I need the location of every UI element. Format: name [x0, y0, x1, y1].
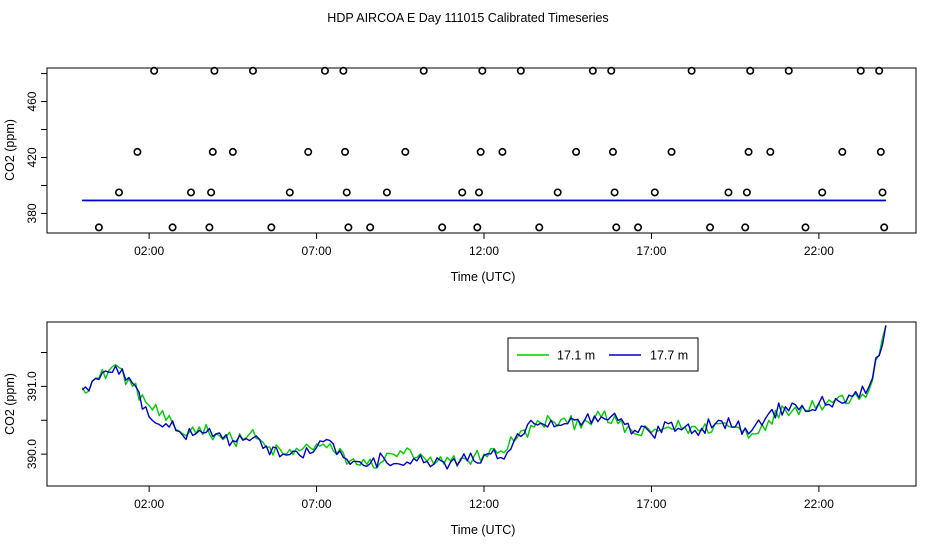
bottom-plot-frame — [46, 321, 917, 487]
calibration-point — [248, 66, 257, 75]
calibration-point — [516, 66, 525, 75]
calibration-point — [186, 188, 195, 197]
calibration-point — [133, 147, 142, 156]
calibration-point — [610, 188, 619, 197]
calibration-point — [744, 147, 753, 156]
calibration-point — [207, 188, 216, 197]
calibration-point — [473, 223, 482, 232]
calibration-point — [168, 223, 177, 232]
calibration-point — [876, 147, 885, 156]
calibration-point — [344, 223, 353, 232]
calibration-point — [342, 188, 351, 197]
series-line-17-7-m — [81, 325, 887, 470]
bottom-x-tick-label: 17:00 — [636, 497, 666, 511]
calibration-point — [304, 147, 313, 156]
top-x-tick-label: 17:00 — [636, 244, 666, 258]
legend: 17.1 m 17.7 m — [507, 337, 699, 372]
calibration-point — [553, 188, 562, 197]
calibration-point — [474, 188, 483, 197]
calibration-point — [458, 188, 467, 197]
calibration-point — [878, 188, 887, 197]
calibration-point — [801, 223, 810, 232]
calibration-point — [401, 147, 410, 156]
bottom-y-axis-title: CO2 (ppm) — [3, 373, 17, 435]
calibration-point — [634, 223, 643, 232]
calibration-point — [228, 147, 237, 156]
calibration-point — [608, 147, 617, 156]
calibration-point — [818, 188, 827, 197]
calibration-point — [419, 66, 428, 75]
calibration-point — [366, 223, 375, 232]
calibration-point — [535, 223, 544, 232]
calibration-point — [766, 147, 775, 156]
calibration-point — [706, 223, 715, 232]
calibration-point — [856, 66, 865, 75]
calibration-point — [880, 223, 889, 232]
series-line-17-1-m — [81, 325, 887, 469]
calibration-point — [320, 66, 329, 75]
calibration-point — [208, 147, 217, 156]
top-panel: 02:00 07:00 12:00 17:00 22:00 380 420 460 Time … — [3, 66, 917, 284]
legend-label-17-1m: 17.1 m — [557, 349, 595, 363]
top-y-axis-title: CO2 (ppm) — [3, 119, 17, 181]
calibration-point — [94, 223, 103, 232]
top-x-axis-title: Time (UTC) — [451, 270, 516, 284]
calibration-point — [382, 188, 391, 197]
calibration-point — [875, 66, 884, 75]
calibration-point — [150, 66, 159, 75]
top-plot-frame — [46, 67, 917, 234]
calibration-point — [476, 147, 485, 156]
bottom-y-tick-label: 390.0 — [25, 439, 39, 469]
top-x-tick-label: 22:00 — [804, 244, 834, 258]
bottom-x-tick-label: 12:00 — [469, 497, 499, 511]
bottom-x-tick-label: 02:00 — [134, 497, 164, 511]
calibration-point — [572, 147, 581, 156]
bottom-panel: 02:00 07:00 12:00 17:00 22:00 390.0 391.0 Time… — [3, 321, 917, 537]
top-x-tick-label: 07:00 — [302, 244, 332, 258]
top-y-tick-label: 380 — [25, 203, 39, 223]
calibration-point — [650, 188, 659, 197]
calibration-point — [267, 223, 276, 232]
bottom-x-tick-label: 07:00 — [302, 497, 332, 511]
calibration-point — [612, 223, 621, 232]
calibration-point — [607, 66, 616, 75]
bottom-x-axis-title: Time (UTC) — [451, 523, 516, 537]
bottom-y-tick-label: 391.0 — [25, 371, 39, 401]
calibration-point — [339, 66, 348, 75]
calibration-point — [285, 188, 294, 197]
calibration-point — [205, 223, 214, 232]
calibration-point — [687, 66, 696, 75]
calibration-point — [478, 66, 487, 75]
calibration-point — [742, 188, 751, 197]
calibration-point — [746, 66, 755, 75]
calibration-point — [498, 147, 507, 156]
calibration-point — [667, 147, 676, 156]
calibration-point — [438, 223, 447, 232]
bottom-x-tick-label: 22:00 — [804, 497, 834, 511]
top-x-tick-label: 12:00 — [469, 244, 499, 258]
top-y-tick-label: 460 — [25, 91, 39, 111]
calibration-point — [724, 188, 733, 197]
calibration-point — [588, 66, 597, 75]
calibration-point — [838, 147, 847, 156]
calibration-point — [784, 66, 793, 75]
calibration-point — [114, 188, 123, 197]
top-x-tick-label: 02:00 — [134, 244, 164, 258]
calibration-point — [741, 223, 750, 232]
legend-label-17-7m: 17.7 m — [650, 349, 688, 363]
top-y-tick-label: 420 — [25, 147, 39, 167]
figure-title: HDP AIRCOA E Day 111015 Calibrated Times… — [327, 11, 608, 25]
calibration-point — [210, 66, 219, 75]
calibration-point — [341, 147, 350, 156]
